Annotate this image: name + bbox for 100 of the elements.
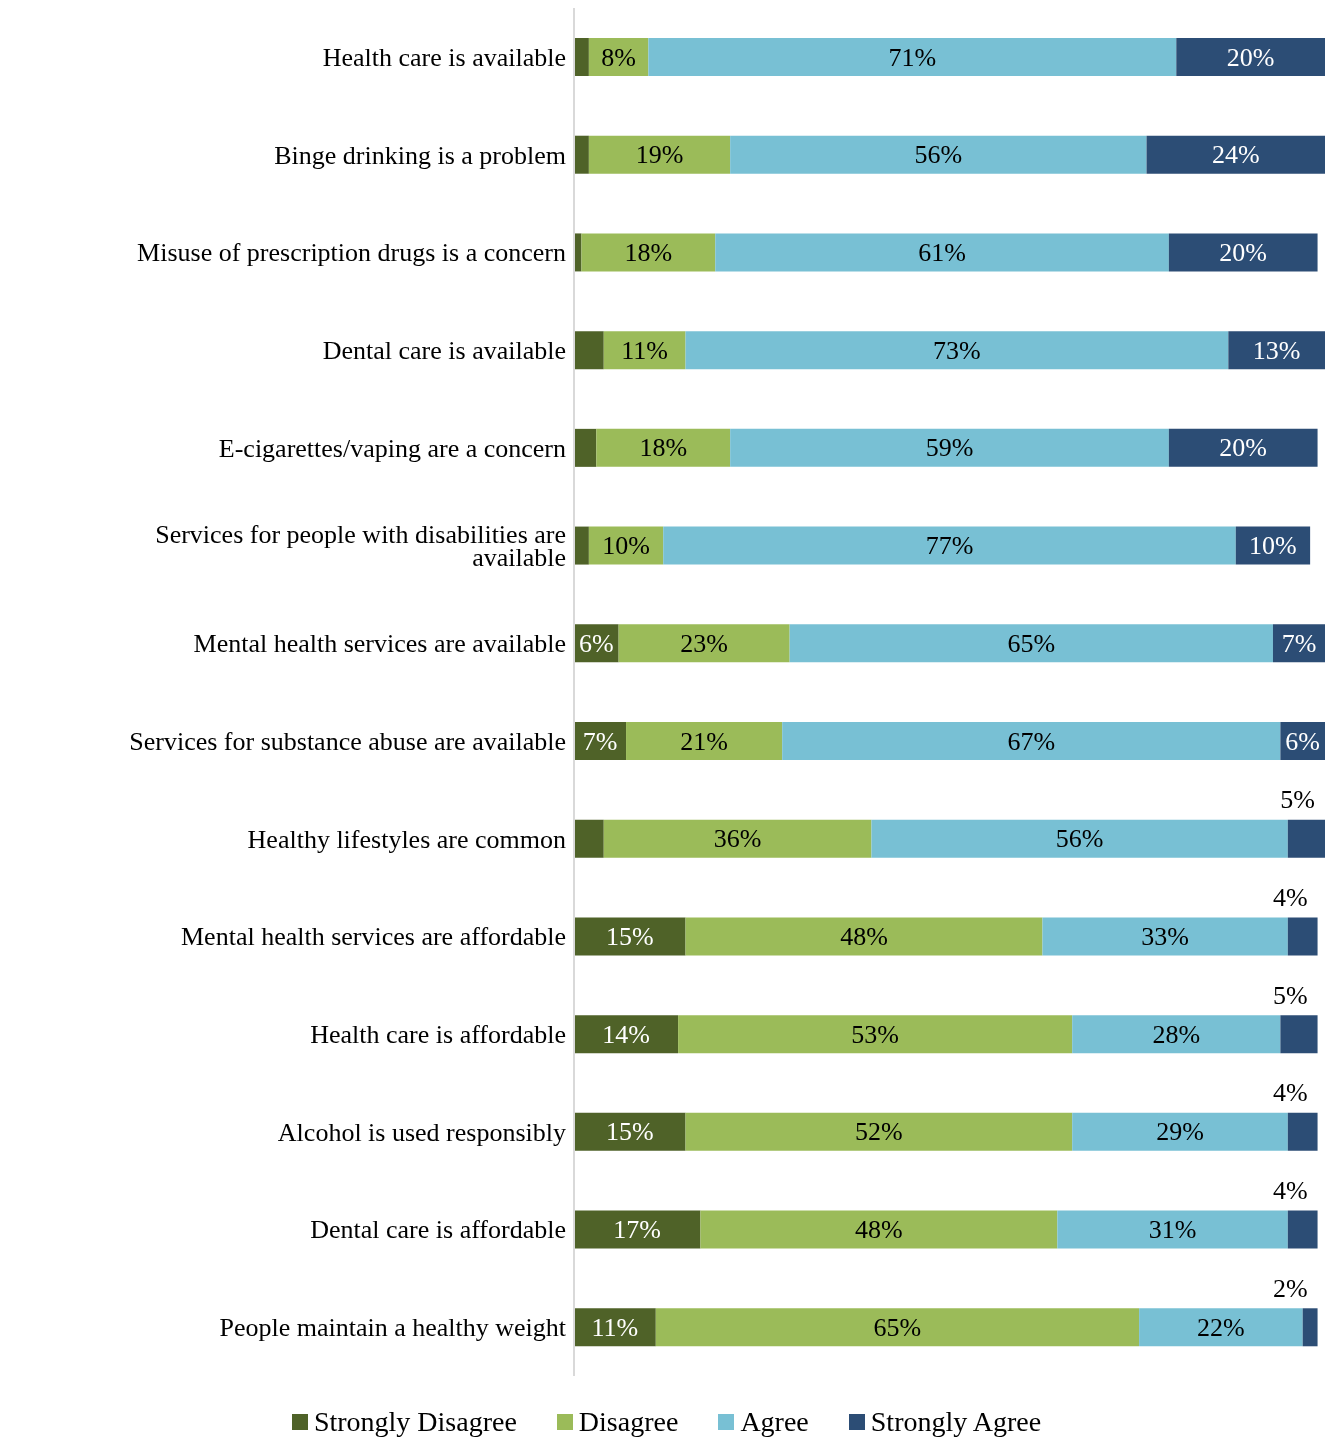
bar: [626, 722, 783, 760]
bar: [685, 917, 1043, 956]
bar: [574, 1015, 679, 1054]
data-label: 13%: [1252, 335, 1301, 365]
bar: [685, 331, 1229, 370]
data-label: 10%: [1249, 531, 1297, 561]
data-label: 18%: [624, 237, 673, 267]
bar: [1287, 1210, 1318, 1249]
bar: [1287, 917, 1318, 956]
y-tick-label: Misuse of prescription drugs is a concern: [137, 237, 566, 267]
data-label: 56%: [914, 140, 963, 170]
data-label: 21%: [680, 726, 728, 756]
bar: [782, 722, 1281, 760]
y-tick-label: Dental care is affordable: [310, 1214, 566, 1244]
y-tick-label: People maintain a healthy weight: [219, 1312, 567, 1342]
data-label: 20%: [1226, 42, 1275, 72]
data-label: 8%: [601, 42, 636, 72]
bar: [655, 1308, 1140, 1347]
data-label: 48%: [855, 1215, 903, 1245]
bar: [574, 819, 604, 858]
bar: [1228, 331, 1325, 370]
bar: [730, 428, 1169, 467]
bar: [715, 233, 1169, 272]
data-label: 11%: [621, 335, 668, 365]
data-label: 28%: [1152, 1019, 1201, 1049]
legend-label: Strongly Agree: [870, 1406, 1042, 1438]
bar: [700, 1210, 1058, 1249]
y-tick-label: Mental health services are affordable: [181, 921, 566, 951]
data-label: 36%: [713, 824, 762, 854]
y-tick-label: Healthy lifestyles are common: [247, 824, 566, 854]
data-label: 11%: [591, 1312, 639, 1342]
data-label: 4%: [1272, 882, 1308, 912]
bar: [1168, 233, 1318, 272]
bar: [1287, 819, 1325, 858]
data-label: 61%: [918, 237, 966, 267]
data-label: 15%: [605, 1117, 654, 1147]
bar: [574, 1210, 701, 1249]
bar: [1168, 428, 1318, 467]
bar: [789, 624, 1273, 663]
data-label: 4%: [1272, 1176, 1308, 1206]
data-label: 4%: [1272, 1078, 1308, 1108]
data-label: 29%: [1156, 1117, 1204, 1147]
bar: [574, 526, 589, 565]
bar: [603, 819, 872, 858]
y-tick-label: Binge drinking is a problem: [274, 140, 566, 170]
legend-label: Strongly Disagree: [313, 1406, 517, 1438]
legend-label: Disagree: [578, 1406, 679, 1438]
data-label: 20%: [1219, 237, 1268, 267]
data-label: 15%: [605, 921, 654, 951]
data-label: 77%: [925, 531, 974, 561]
bar: [588, 135, 731, 174]
bar: [581, 233, 716, 272]
bar: [730, 135, 1147, 174]
bar: [574, 38, 589, 76]
bar: [1287, 1112, 1318, 1151]
bar: [603, 331, 686, 370]
data-label: 73%: [933, 335, 981, 365]
bar: [1302, 1308, 1318, 1347]
legend-label: Agree: [740, 1406, 809, 1438]
data-label: 48%: [840, 921, 888, 951]
data-label: 20%: [1219, 433, 1268, 463]
data-label: 10%: [602, 531, 650, 561]
data-label: 31%: [1148, 1215, 1197, 1245]
bar: [1042, 917, 1288, 956]
y-tick-label: Alcohol is used responsibly: [277, 1117, 566, 1147]
data-label: 67%: [1007, 726, 1056, 756]
bar: [871, 819, 1288, 858]
y-tick-label: Services for substance abuse are available: [129, 726, 566, 756]
bar: [1139, 1308, 1303, 1347]
bar: [648, 38, 1177, 76]
y-tick-label: Dental care is available: [322, 335, 566, 365]
bar: [663, 526, 1236, 565]
data-label: 6%: [578, 628, 614, 658]
bar: [596, 428, 731, 467]
bar: [1057, 1210, 1288, 1249]
bar: [574, 1112, 686, 1151]
y-tick-label: Health care is available: [322, 42, 566, 72]
bar: [574, 428, 597, 467]
bar: [1176, 38, 1325, 76]
bar: [574, 135, 589, 174]
data-label: 24%: [1211, 140, 1260, 170]
data-label: 65%: [1007, 628, 1056, 658]
data-label: 5%: [1280, 785, 1315, 815]
bar: [574, 331, 604, 370]
y-tick-label: Health care is affordable: [310, 1019, 566, 1049]
bar: [678, 1015, 1073, 1054]
bar: [1072, 1112, 1288, 1151]
data-label: 53%: [851, 1019, 899, 1049]
y-tick-label: Mental health services are available: [193, 628, 566, 658]
data-label: 14%: [602, 1019, 650, 1049]
bar: [685, 1112, 1073, 1151]
data-label: 17%: [613, 1215, 662, 1245]
bar: [1146, 135, 1325, 174]
data-label: 7%: [582, 726, 618, 756]
data-label: 56%: [1055, 824, 1104, 854]
data-label: 6%: [1285, 726, 1321, 756]
bar: [1072, 1015, 1281, 1054]
data-label: 52%: [855, 1117, 903, 1147]
data-label: 65%: [873, 1312, 922, 1342]
data-label: 2%: [1272, 1273, 1308, 1303]
